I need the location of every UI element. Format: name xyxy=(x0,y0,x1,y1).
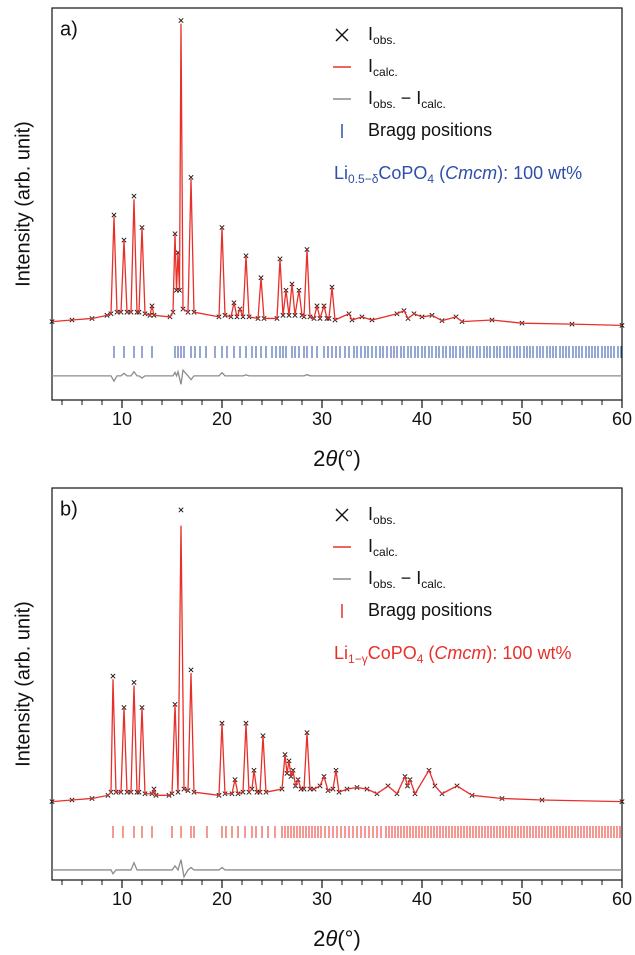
text-part: Li xyxy=(334,643,348,663)
x-tick-label: 40 xyxy=(412,889,432,909)
x-tick-label: 30 xyxy=(312,409,332,429)
observed-point xyxy=(111,212,117,218)
text-part: θ xyxy=(325,926,337,951)
x-axis-title: 2θ(°) xyxy=(313,446,361,471)
text-part: ( xyxy=(434,163,445,183)
text-part: calc. xyxy=(421,97,446,111)
text-part: calc. xyxy=(373,545,398,559)
text-part: 1−γ xyxy=(348,652,368,666)
text-part: Li xyxy=(334,163,348,183)
y-axis-title: Intensity (arb. unit) xyxy=(12,121,34,287)
text-part: I xyxy=(368,536,373,556)
profile-line xyxy=(51,525,623,803)
text-part: ): 100 wt% xyxy=(497,163,582,183)
text-part: 2 xyxy=(313,446,325,471)
legend-label: Iobs. − Icalc. xyxy=(368,568,446,591)
text-part: calc. xyxy=(373,65,398,79)
panel-label: b) xyxy=(60,498,78,520)
observed-point xyxy=(188,667,194,673)
observed-point xyxy=(178,507,184,513)
observed-point xyxy=(131,193,137,199)
legend-label: Iobs. xyxy=(368,24,396,47)
plot-frame xyxy=(51,487,623,881)
legend-label: Bragg positions xyxy=(368,120,492,140)
legend-label: Icalc. xyxy=(368,536,398,559)
observed-point xyxy=(188,174,194,180)
text-part: − I xyxy=(396,568,422,588)
x-tick-label: 20 xyxy=(212,889,232,909)
x-tick-label: 30 xyxy=(312,889,332,909)
legend-label: Iobs. − Icalc. xyxy=(368,88,446,111)
profile-line xyxy=(52,368,622,385)
text-part: ): 100 wt% xyxy=(486,643,571,663)
x-tick-label: 10 xyxy=(112,889,132,909)
text-part: obs. xyxy=(373,97,396,111)
legend-key xyxy=(335,28,349,42)
x-tick-label: 20 xyxy=(212,409,232,429)
text-part: I xyxy=(368,568,373,588)
annotation: Li1−γCoPO4 (Cmcm): 100 wt% xyxy=(334,643,571,666)
y-axis-title: Intensity (arb. unit) xyxy=(12,601,34,767)
text-part: CoPO xyxy=(368,643,417,663)
text-part: 2 xyxy=(313,926,325,951)
text-part: Cmcm xyxy=(434,643,486,663)
x-tick-label: 60 xyxy=(612,889,632,909)
text-part: obs. xyxy=(373,577,396,591)
text-part: I xyxy=(368,24,373,44)
legend-label: Iobs. xyxy=(368,504,396,527)
x-tick-label: 60 xyxy=(612,409,632,429)
text-part: Bragg positions xyxy=(368,600,492,620)
text-part: 4 xyxy=(417,652,424,666)
text-part: − I xyxy=(396,88,422,108)
plot-frame xyxy=(51,7,623,401)
observed-point xyxy=(619,322,625,328)
x-tick-label: 50 xyxy=(512,889,532,909)
legend-label: Bragg positions xyxy=(368,600,492,620)
legend-key xyxy=(335,508,349,522)
text-part: (°) xyxy=(337,446,360,471)
text-part: calc. xyxy=(421,577,446,591)
annotation: Li0.5−δCoPO4 (Cmcm): 100 wt% xyxy=(334,163,582,186)
text-part: θ xyxy=(325,446,337,471)
x-tick-label: 50 xyxy=(512,409,532,429)
observed-point xyxy=(110,673,116,679)
x-axis-title: 2θ(°) xyxy=(313,926,361,951)
text-part: 0.5−δ xyxy=(348,172,379,186)
text-part: I xyxy=(368,504,373,524)
profile-line xyxy=(52,859,622,879)
text-part: obs. xyxy=(373,33,396,47)
x-tick-label: 40 xyxy=(412,409,432,429)
text-part: ( xyxy=(423,643,434,663)
x-tick-label: 10 xyxy=(112,409,132,429)
observed-point xyxy=(131,679,137,685)
text-part: Bragg positions xyxy=(368,120,492,140)
panel-label: a) xyxy=(60,18,78,40)
profile-line xyxy=(51,23,623,327)
text-part: 4 xyxy=(427,172,434,186)
text-part: (°) xyxy=(337,926,360,951)
text-part: CoPO xyxy=(378,163,427,183)
legend-label: Icalc. xyxy=(368,56,398,79)
observed-point xyxy=(178,18,184,24)
text-part: Cmcm xyxy=(445,163,497,183)
text-part: I xyxy=(368,56,373,76)
text-part: obs. xyxy=(373,513,396,527)
text-part: I xyxy=(368,88,373,108)
